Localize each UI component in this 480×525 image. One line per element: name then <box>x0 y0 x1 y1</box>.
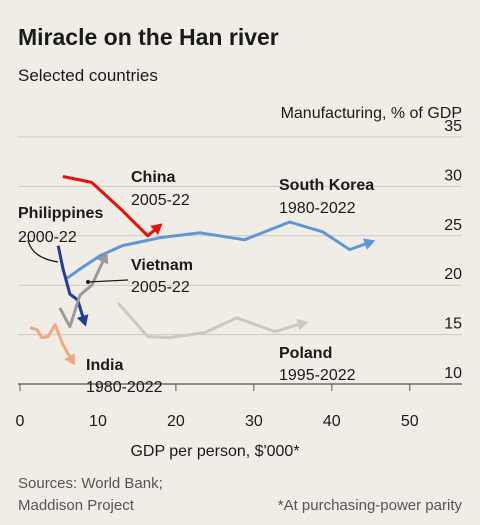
leader-line <box>87 279 129 283</box>
series-period: 2005-22 <box>131 192 190 209</box>
series-period: 1980-2022 <box>86 379 163 396</box>
y-tick-label: 30 <box>444 167 462 184</box>
y-tick-label: 10 <box>444 365 462 382</box>
series-name: South Korea <box>279 177 374 194</box>
series-name: India <box>86 357 123 374</box>
x-tick-label: 30 <box>245 413 263 430</box>
series-name: China <box>131 169 176 186</box>
y-tick-label: 20 <box>444 266 462 283</box>
x-tick-label: 50 <box>401 413 419 430</box>
series-line <box>58 254 108 329</box>
series-line <box>29 323 75 364</box>
leader-line <box>27 239 59 263</box>
series-period: 2000-22 <box>18 229 77 246</box>
chart-title: Miracle on the Han river <box>18 24 279 50</box>
series-period: 1980-2022 <box>279 200 356 217</box>
series-period: 1995-2022 <box>279 367 356 384</box>
x-tick-label: 10 <box>89 413 107 430</box>
source: Maddison Project <box>18 497 135 514</box>
y-axis-label: Manufacturing, % of GDP <box>281 105 462 122</box>
y-tick-label: 15 <box>444 316 462 333</box>
arrowhead <box>362 238 376 250</box>
arrowhead <box>64 353 75 366</box>
grid: 10 15 20 25 30 35 0 10 20 30 40 50 <box>16 118 463 430</box>
arrowhead <box>296 319 309 331</box>
series-name: Philippines <box>18 205 103 222</box>
arrowhead <box>150 223 163 236</box>
series-line <box>62 175 161 238</box>
arrowhead <box>97 251 109 265</box>
series-line <box>65 220 373 280</box>
arrowhead <box>76 314 89 327</box>
series-line <box>117 302 305 340</box>
series-period: 2005-22 <box>131 279 190 296</box>
series-line <box>56 245 87 324</box>
x-tick-label: 0 <box>16 413 25 430</box>
labels: China 2005-22 South Korea 1980-2022 Philippi… <box>18 169 374 396</box>
footnote: *At purchasing-power parity <box>278 497 463 514</box>
x-tick-label: 40 <box>323 413 341 430</box>
series-name: Poland <box>279 345 332 362</box>
y-tick-label: 35 <box>444 118 462 135</box>
series-name: Vietnam <box>131 257 193 274</box>
x-tick-label: 20 <box>167 413 185 430</box>
leader-dot <box>86 280 90 284</box>
y-tick-label: 25 <box>444 217 462 234</box>
chart-subtitle: Selected countries <box>18 66 158 85</box>
lines <box>29 175 376 366</box>
x-axis-label: GDP per person, $'000* <box>130 443 299 460</box>
source: Sources: World Bank; <box>18 475 163 492</box>
